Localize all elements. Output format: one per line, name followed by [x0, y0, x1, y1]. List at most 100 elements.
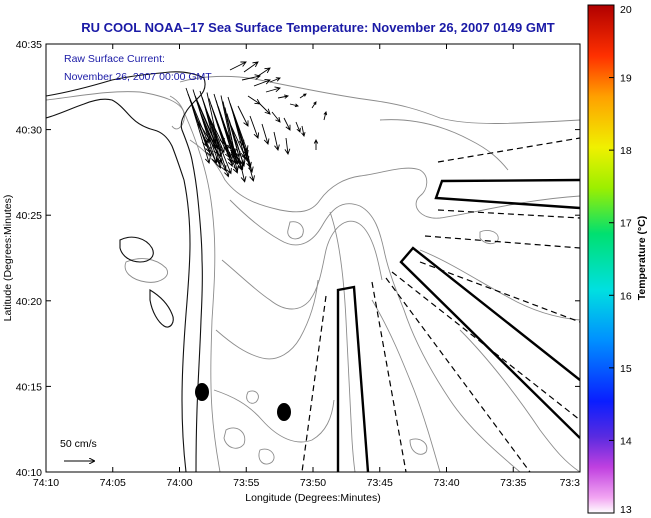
radial-line	[437, 137, 580, 163]
contour-line	[258, 448, 275, 465]
beam-outline-north	[434, 178, 580, 210]
contour-line	[179, 75, 580, 124]
radial-line	[424, 235, 580, 249]
current-vector	[269, 77, 281, 83]
x-tick-label: 74:10	[33, 477, 59, 489]
contour-line	[223, 427, 246, 449]
current-vector	[313, 138, 319, 150]
current-vector	[289, 103, 299, 108]
bathymetry-contours	[46, 75, 580, 472]
x-tick-label: 74:05	[100, 477, 126, 489]
current-vector	[239, 132, 255, 182]
contour-line	[409, 438, 428, 455]
x-tick-label: 73:3	[560, 477, 581, 489]
x-tick-label: 73:35	[500, 477, 526, 489]
current-vector	[229, 61, 247, 71]
y-tick-label: 40:30	[16, 125, 42, 137]
contour-line	[215, 279, 319, 360]
contour-line	[46, 91, 221, 472]
current-vector	[232, 131, 247, 183]
current-vector	[204, 125, 227, 172]
station-marker	[277, 403, 291, 421]
scale-label: 50 cm/s	[60, 438, 97, 450]
coastline-outer	[46, 71, 206, 472]
current-vector	[265, 86, 281, 93]
current-vector	[323, 111, 328, 121]
contour-line	[371, 299, 441, 472]
current-vector	[311, 101, 317, 109]
current-vector	[283, 117, 291, 131]
colorbar-tick-label: 16	[620, 290, 632, 302]
current-vector	[249, 115, 260, 139]
x-tick-label: 73:50	[300, 477, 326, 489]
current-vector	[218, 128, 234, 168]
x-tick-label: 73:45	[367, 477, 393, 489]
colorbar-ticks: 20 19 18 17 16 15 14 13	[609, 4, 632, 516]
contour-line	[287, 221, 304, 240]
colorbar-tick-label: 13	[620, 504, 632, 516]
current-vector	[237, 105, 249, 127]
current-vector	[235, 139, 246, 167]
beam-outline-southeast	[399, 246, 580, 439]
current-vector	[197, 123, 217, 164]
y-tick-label: 40:35	[16, 39, 42, 51]
radial-line	[419, 261, 580, 323]
current-vector	[225, 129, 238, 161]
contour-line	[189, 139, 580, 219]
colorbar-tick-label: 15	[620, 363, 632, 375]
current-vector	[259, 103, 271, 115]
x-tick-label: 73:40	[433, 477, 459, 489]
coastline	[46, 71, 206, 472]
beam-outline-south	[336, 285, 370, 472]
contour-line	[479, 229, 499, 245]
contour-line	[419, 249, 580, 321]
current-vector	[301, 125, 306, 137]
current-vector	[271, 111, 281, 123]
map-title: RU COOL NOAA–17 Sea Surface Temperature:…	[81, 20, 555, 35]
current-vector	[211, 126, 230, 178]
annotation-line2: November 26, 2007 00:00 GMT	[64, 71, 212, 83]
coastline-marsh	[119, 236, 154, 263]
colorbar-tick-label: 18	[620, 145, 632, 157]
current-vector	[245, 147, 254, 173]
contour-line	[329, 211, 356, 472]
y-tick-label: 40:15	[16, 381, 42, 393]
current-vector	[216, 122, 239, 174]
contour-line	[246, 390, 259, 404]
contour-line	[124, 258, 168, 283]
annotation-line1: Raw Surface Current:	[64, 53, 165, 65]
y-axis-label: Latitude (Degrees:Minutes)	[2, 195, 14, 322]
x-tick-label: 73:55	[233, 477, 259, 489]
station-marker	[195, 383, 209, 401]
colorbar-label: Temperature (°C)	[636, 216, 648, 301]
current-vector	[299, 93, 307, 99]
radial-line	[385, 277, 531, 472]
current-vector	[273, 131, 280, 151]
contour-line	[213, 389, 335, 443]
beam-outlines	[336, 178, 580, 472]
current-vectors	[185, 61, 328, 183]
colorbar	[587, 4, 615, 514]
current-vector	[253, 78, 271, 87]
map-layer	[46, 61, 580, 472]
y-tick-label: 40:20	[16, 296, 42, 308]
current-vector	[241, 74, 261, 81]
contour-line	[229, 199, 521, 472]
colorbar-tick-label: 17	[620, 218, 632, 230]
contour-line	[459, 329, 580, 472]
contour-line	[221, 220, 383, 310]
current-vector	[209, 120, 232, 175]
radial-lines	[301, 137, 580, 472]
radial-line	[437, 209, 580, 219]
current-vector	[295, 121, 301, 133]
x-tick-label: 74:00	[166, 477, 192, 489]
y-tick-label: 40:25	[16, 210, 42, 222]
x-axis-ticks: 74:10 74:05 74:00 73:55 73:50 73:45 73:40 73:35…	[33, 44, 581, 489]
coastline-inlet	[149, 289, 174, 328]
current-vector	[284, 137, 291, 155]
plot-area	[46, 44, 580, 472]
current-vector	[261, 123, 270, 145]
current-vector	[257, 67, 271, 77]
contour-line	[169, 95, 185, 130]
